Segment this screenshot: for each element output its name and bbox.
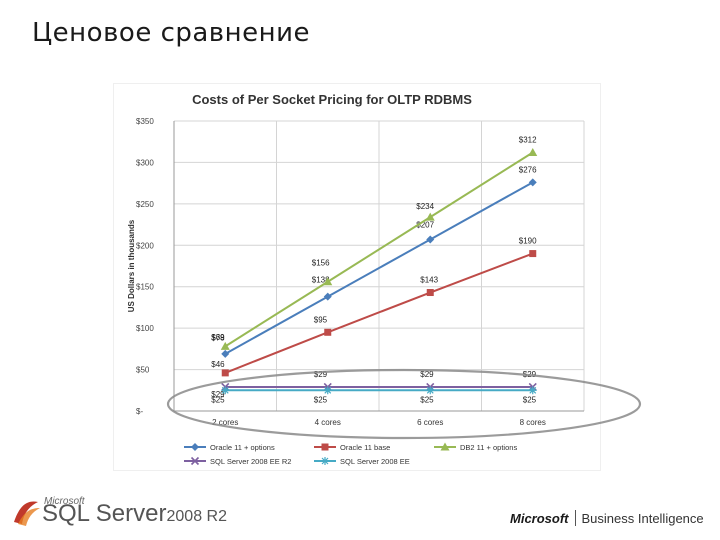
data-point-marker (529, 250, 537, 258)
data-point-marker (221, 369, 229, 377)
data-label: $190 (519, 237, 537, 246)
data-label: $143 (420, 276, 438, 285)
legend-swatch-marker (440, 442, 450, 451)
data-label: $29 (523, 370, 537, 379)
data-label: $25 (314, 395, 328, 404)
y-tick-label: $300 (136, 158, 154, 167)
legend-entry: Oracle 11 base (340, 443, 390, 452)
data-point-marker (426, 235, 435, 244)
data-label: $156 (312, 259, 330, 268)
data-point-marker (323, 277, 333, 286)
x-tick-label: 2 cores (212, 418, 238, 427)
legend-swatch-marker (190, 456, 200, 466)
data-point-marker (221, 386, 230, 395)
data-label: $25 (523, 395, 537, 404)
x-tick-label: 4 cores (315, 418, 341, 427)
data-label: $138 (312, 276, 330, 285)
series-line (224, 181, 534, 355)
microsoft-small-label: Microsoft (44, 496, 85, 507)
data-point-marker (324, 328, 332, 336)
data-point-marker (323, 386, 332, 395)
cost-line-chart: Costs of Per Socket Pricing for OLTP RDB… (114, 84, 600, 470)
x-tick-label: 8 cores (520, 418, 546, 427)
slide-title: Ценовое сравнение (32, 18, 311, 48)
data-label: $46 (211, 360, 225, 369)
data-label: $312 (519, 135, 537, 144)
y-tick-label: $150 (136, 283, 154, 292)
y-tick-label: $- (136, 407, 143, 416)
legend-entry: DB2 11 + options (460, 443, 517, 452)
x-tick-label: 6 cores (417, 418, 443, 427)
y-tick-label: $250 (136, 200, 154, 209)
data-point-marker (426, 289, 434, 297)
microsoft-bi-logo: Microsoft Business Intelligence (510, 508, 704, 528)
legend-swatch-marker (321, 457, 329, 465)
legend-entry: SQL Server 2008 EE R2 (210, 457, 291, 466)
series-line (224, 151, 534, 348)
data-label: $95 (314, 315, 328, 324)
data-label: $25 (420, 395, 434, 404)
legend-entry: SQL Server 2008 EE (340, 457, 410, 466)
chart-panel: Costs of Per Socket Pricing for OLTP RDB… (114, 84, 600, 470)
data-point-marker (528, 147, 538, 156)
data-point-marker (221, 349, 230, 358)
data-point-marker (425, 212, 435, 221)
legend-swatch-marker (321, 443, 329, 451)
data-label: $29 (420, 370, 434, 379)
data-label: $25 (211, 395, 225, 404)
y-tick-label: $50 (136, 366, 150, 375)
chart-title: Costs of Per Socket Pricing for OLTP RDB… (192, 92, 472, 107)
y-axis-label: US Dollars in thousands (127, 219, 136, 312)
y-tick-label: $100 (136, 324, 154, 333)
sql-server-icon (14, 501, 40, 526)
data-label: $276 (519, 165, 537, 174)
data-point-marker (323, 292, 332, 301)
legend-swatch-marker (191, 443, 199, 451)
data-label: $207 (416, 220, 434, 229)
data-point-marker (220, 341, 230, 350)
sql-server-logo: Microsoft SQL Server2008 R2 (10, 496, 270, 536)
microsoft-logo-text: Microsoft (510, 510, 569, 526)
sql-version-text: 2008 R2 (166, 508, 228, 525)
sql-brand-text: SQL Server (42, 500, 167, 527)
data-point-marker (426, 386, 435, 395)
chart-svg: Costs of Per Socket Pricing for OLTP RDB… (127, 92, 585, 466)
data-label: $69 (211, 333, 225, 342)
sql-server-brand: SQL Server2008 R2 (42, 500, 227, 528)
data-label: $29 (314, 370, 328, 379)
data-label: $78 (211, 333, 225, 342)
data-point-marker (528, 386, 537, 395)
series-line (224, 252, 534, 374)
y-tick-label: $350 (136, 117, 154, 126)
legend-entry: Oracle 11 + options (210, 443, 275, 452)
data-label: $234 (416, 202, 434, 211)
data-point-marker (528, 178, 537, 187)
logo-divider (574, 510, 576, 526)
business-intelligence-text: Business Intelligence (581, 510, 704, 526)
y-tick-label: $200 (136, 241, 154, 250)
